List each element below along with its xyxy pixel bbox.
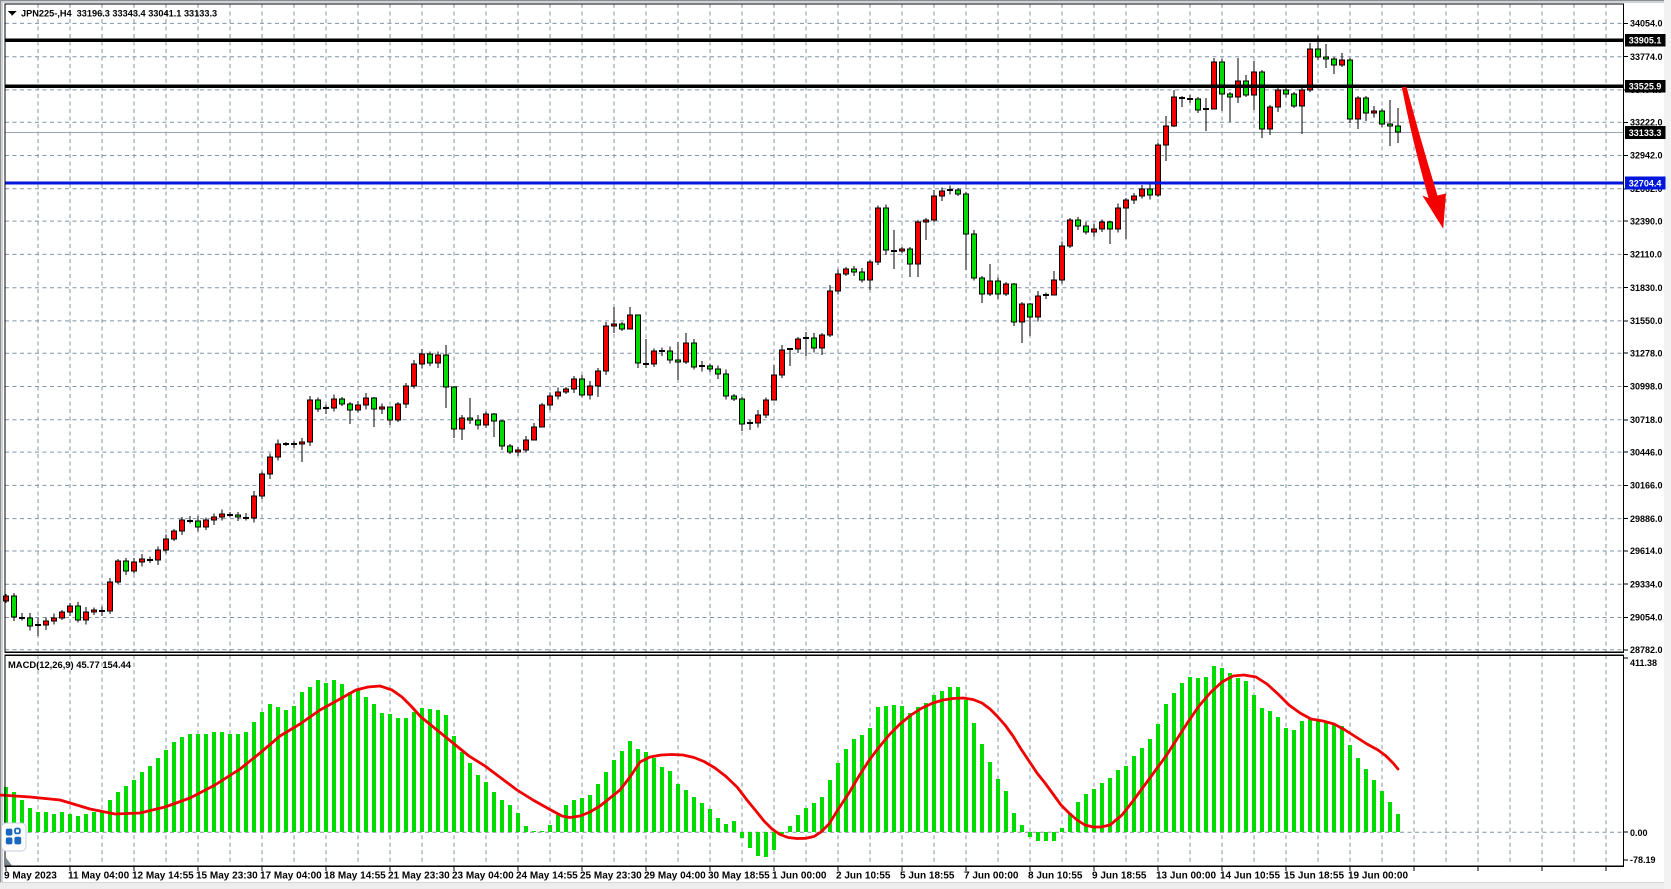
- svg-text:18 May 14:55: 18 May 14:55: [324, 871, 386, 882]
- svg-text:13 Jun 00:00: 13 Jun 00:00: [1156, 871, 1216, 882]
- svg-text:32704.4: 32704.4: [1629, 178, 1662, 188]
- svg-text:30446.0: 30446.0: [1630, 447, 1663, 457]
- svg-text:29054.0: 29054.0: [1630, 613, 1663, 623]
- svg-text:19 Jun 00:00: 19 Jun 00:00: [1348, 871, 1408, 882]
- svg-text:MACD(12,26,9) 45.77 154.44: MACD(12,26,9) 45.77 154.44: [8, 659, 132, 670]
- svg-text:32390.0: 32390.0: [1630, 216, 1663, 226]
- svg-text:33905.1: 33905.1: [1629, 36, 1662, 46]
- svg-text:411.38: 411.38: [1630, 658, 1657, 668]
- svg-text:33525.9: 33525.9: [1629, 82, 1662, 92]
- svg-text:29886.0: 29886.0: [1630, 514, 1663, 524]
- svg-text:31278.0: 31278.0: [1630, 348, 1663, 358]
- svg-text:30 May 18:55: 30 May 18:55: [708, 871, 770, 882]
- svg-text:8 Jun 10:55: 8 Jun 10:55: [1028, 871, 1083, 882]
- svg-text:33222.0: 33222.0: [1630, 118, 1663, 128]
- svg-text:21 May 23:30: 21 May 23:30: [388, 871, 450, 882]
- svg-text:28782.0: 28782.0: [1630, 645, 1663, 655]
- svg-text:11 May 04:00: 11 May 04:00: [68, 871, 130, 882]
- svg-text:29614.0: 29614.0: [1630, 546, 1663, 556]
- svg-text:33133.3: 33133.3: [1629, 128, 1662, 138]
- svg-text:25 May 23:30: 25 May 23:30: [580, 871, 642, 882]
- svg-text:31830.0: 31830.0: [1630, 283, 1663, 293]
- svg-text:5 Jun 18:55: 5 Jun 18:55: [900, 871, 955, 882]
- svg-text:31550.0: 31550.0: [1630, 316, 1663, 326]
- svg-text:15 Jun 18:55: 15 Jun 18:55: [1284, 871, 1344, 882]
- svg-text:32110.0: 32110.0: [1630, 250, 1662, 260]
- svg-text:30718.0: 30718.0: [1630, 415, 1663, 425]
- svg-text:17 May 04:00: 17 May 04:00: [260, 871, 322, 882]
- svg-text:30166.0: 30166.0: [1630, 481, 1663, 491]
- svg-text:9 Jun 18:55: 9 Jun 18:55: [1092, 871, 1147, 882]
- svg-text:30998.0: 30998.0: [1630, 382, 1663, 392]
- svg-text:0.00: 0.00: [1630, 828, 1648, 838]
- svg-text:29334.0: 29334.0: [1630, 579, 1663, 589]
- svg-text:23 May 04:00: 23 May 04:00: [452, 871, 514, 882]
- svg-text:15 May 23:30: 15 May 23:30: [196, 871, 258, 882]
- svg-text:24 May 14:55: 24 May 14:55: [516, 871, 578, 882]
- svg-text:32942.0: 32942.0: [1630, 151, 1663, 161]
- svg-text:2 Jun 10:55: 2 Jun 10:55: [836, 871, 891, 882]
- svg-text:1 Jun 00:00: 1 Jun 00:00: [772, 871, 827, 882]
- svg-text:-78.19: -78.19: [1630, 855, 1656, 865]
- svg-text:JPN225-,H4 33196.3 33343.4 33: JPN225-,H4 33196.3 33343.4 33041.1 33133…: [21, 8, 217, 18]
- svg-text:12 May 14:55: 12 May 14:55: [132, 871, 194, 882]
- svg-text:9 May 2023: 9 May 2023: [4, 871, 57, 882]
- svg-text:33774.0: 33774.0: [1630, 52, 1663, 62]
- svg-text:7 Jun 00:00: 7 Jun 00:00: [964, 871, 1019, 882]
- svg-text:14 Jun 10:55: 14 Jun 10:55: [1220, 871, 1280, 882]
- svg-text:29 May 04:00: 29 May 04:00: [644, 871, 706, 882]
- svg-text:34054.0: 34054.0: [1630, 19, 1663, 29]
